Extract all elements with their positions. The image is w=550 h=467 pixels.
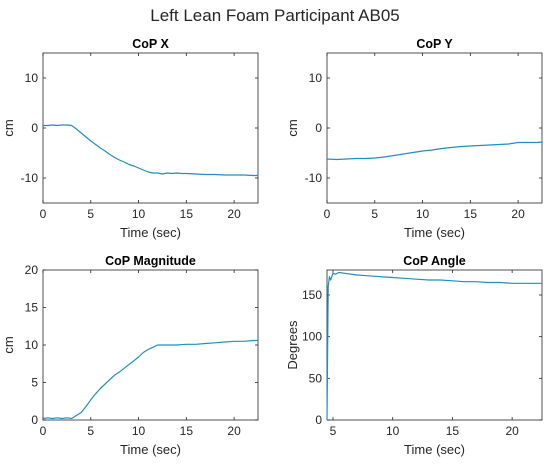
series-line (43, 124, 258, 177)
y-axis-label: cm (1, 119, 16, 136)
y-tick-label: 5 (31, 376, 38, 390)
x-tick-label: 20 (511, 207, 525, 221)
subplot-title: CoP Magnitude (105, 254, 196, 268)
y-tick-label: 150 (302, 288, 322, 302)
x-tick-label: 15 (464, 207, 478, 221)
subplot-cop-magnitude: 0 5 10 15 20 0 5 10 15 20 CoP Magnitude Time (sec) c… (1, 254, 259, 457)
plot-area (42, 52, 259, 204)
subplot-cop-angle: 5 10 15 20 0 50 100 150 CoP Angle Time (sec) Degre… (285, 254, 543, 457)
x-tick-label: 15 (180, 207, 194, 221)
plot-area (326, 52, 543, 204)
y-tick-label: 10 (309, 71, 323, 85)
subplot-title: CoP Y (416, 37, 453, 51)
y-tick-label: 20 (25, 263, 39, 277)
x-tick-label: 10 (132, 424, 146, 438)
subplot-cop-x: 0 5 10 15 20 -10 0 10 CoP X Time (sec) cm (1, 37, 259, 240)
x-tick-label: 15 (180, 424, 194, 438)
x-tick-label: 5 (87, 424, 94, 438)
y-tick-label: 10 (25, 71, 39, 85)
x-axis-label: Time (sec) (120, 225, 181, 240)
x-axis-label: Time (sec) (120, 442, 181, 457)
series-line (326, 141, 543, 161)
y-tick-label: 50 (309, 371, 323, 385)
x-tick-label: 5 (371, 207, 378, 221)
y-axis-label: Degrees (285, 320, 300, 370)
x-tick-label: 0 (40, 424, 47, 438)
x-axis-label: Time (sec) (404, 442, 465, 457)
subplot-title: CoP X (132, 37, 169, 51)
y-tick-label: -10 (21, 171, 39, 185)
y-tick-label: 0 (31, 413, 38, 427)
y-tick-label: 15 (25, 301, 39, 315)
y-tick-label: 100 (302, 330, 322, 344)
x-tick-label: 15 (446, 424, 460, 438)
x-tick-label: 20 (227, 424, 241, 438)
x-tick-label: 10 (416, 207, 430, 221)
x-tick-label: 10 (132, 207, 146, 221)
y-tick-label: -10 (305, 171, 323, 185)
x-tick-label: 20 (505, 424, 519, 438)
y-tick-label: 0 (315, 413, 322, 427)
y-tick-label: 0 (315, 121, 322, 135)
series-line (42, 339, 258, 420)
x-tick-label: 5 (87, 207, 94, 221)
plot-area (42, 269, 259, 421)
x-tick-label: 0 (40, 207, 47, 221)
plot-area (326, 269, 543, 421)
y-axis-label: cm (285, 119, 300, 136)
x-axis-label: Time (sec) (404, 225, 465, 240)
y-axis-label: cm (1, 336, 16, 353)
y-tick-label: 10 (25, 338, 39, 352)
subplot-cop-y: 0 5 10 15 20 -10 0 10 CoP Y Time (sec) cm (285, 37, 543, 240)
x-tick-label: 20 (227, 207, 241, 221)
x-tick-label: 10 (386, 424, 400, 438)
figure-title: Left Lean Foam Participant AB05 (150, 6, 400, 25)
x-tick-label: 5 (330, 424, 337, 438)
subplot-title: CoP Angle (403, 254, 466, 268)
x-tick-label: 0 (324, 207, 331, 221)
series-line (326, 271, 542, 421)
y-tick-label: 0 (31, 121, 38, 135)
